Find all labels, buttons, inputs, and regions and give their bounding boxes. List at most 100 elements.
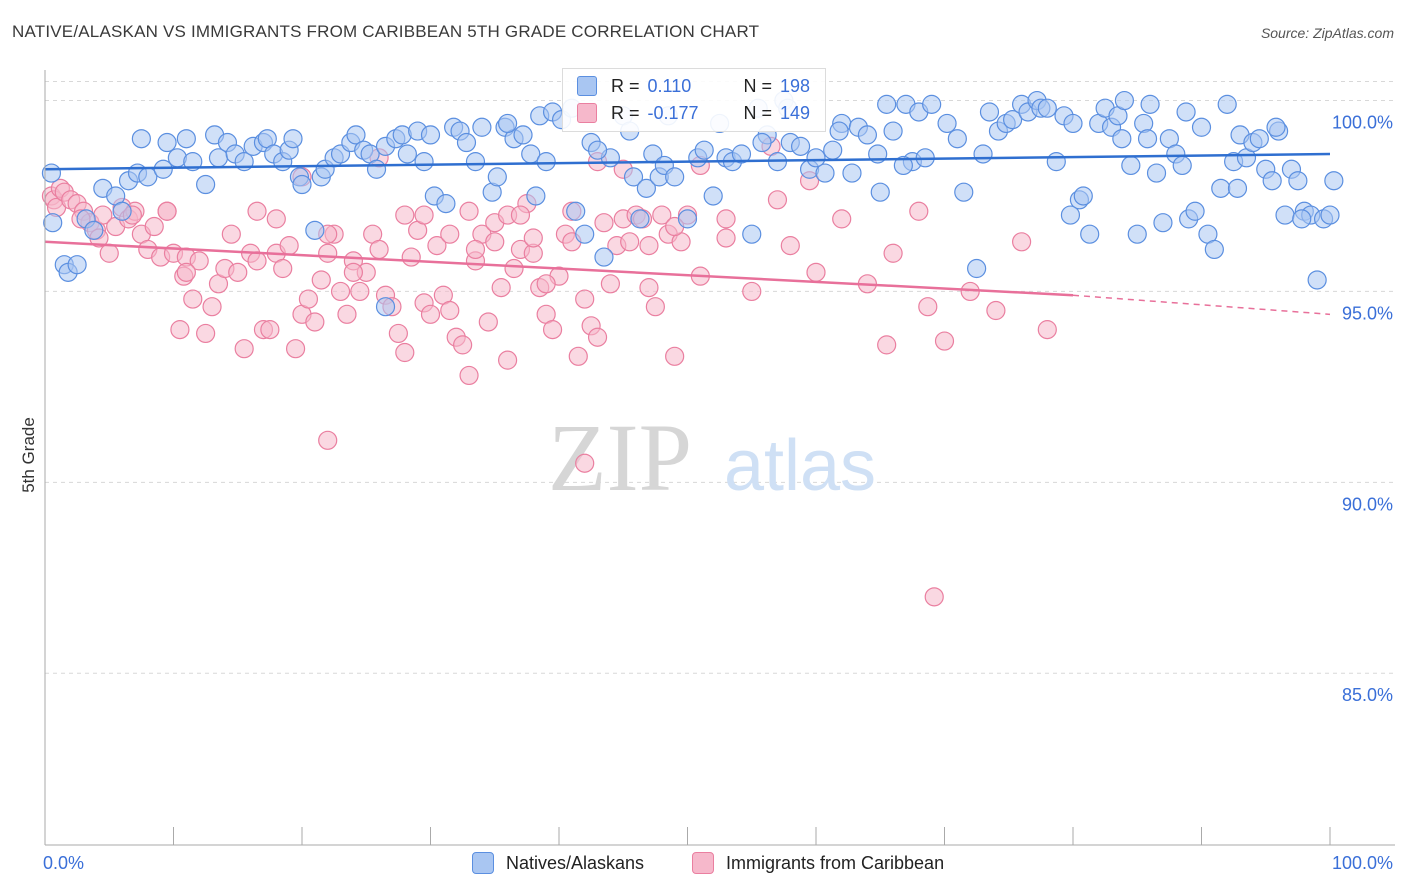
caribbean-point [652,205,672,225]
caribbean-point [369,239,389,260]
natives-point [1204,239,1224,260]
natives-point [1288,171,1308,191]
natives-point [375,297,396,317]
caribbean-point [504,258,524,279]
caribbean-point [780,236,800,256]
natives-point [967,258,987,279]
natives-point [1275,205,1295,225]
natives-point [883,121,903,141]
natives-point [1172,155,1192,176]
natives-point [43,213,63,233]
natives-point [815,163,835,183]
stats-legend: R = 0.110 N = 198 R = -0.177 N = 149 [562,68,826,132]
natives-point [1063,113,1083,134]
natives-point [536,152,556,172]
natives-point [1112,129,1132,149]
watermark: ZIP atlas [548,404,876,511]
natives-point [1046,152,1066,172]
caribbean-point [202,297,222,317]
legend-r-value: -0.177 [647,102,699,123]
legend-r-label: R = [611,102,640,123]
caribbean-point [594,213,614,233]
natives-point [823,140,843,160]
caribbean-point [742,281,762,302]
caribbean-point [234,339,254,359]
caribbean-point [453,335,473,355]
caribbean-point [1011,232,1032,252]
legend-r-value: 0.110 [647,75,692,96]
y-tick-label: 90.0% [1342,494,1393,514]
caribbean-point [459,201,479,221]
bottom-legend-swatch-pink [692,852,714,874]
caribbean-point [279,236,299,256]
natives-point [513,125,533,145]
natives-point [1266,117,1286,137]
caribbean-point [228,262,248,282]
caribbean-point [337,304,357,324]
natives-point [694,140,714,160]
natives-point [1320,205,1340,225]
y-tick-label: 95.0% [1342,303,1393,323]
caribbean-point [196,323,216,344]
natives-point [397,144,417,164]
caribbean-point [542,320,563,340]
natives-point [594,247,614,267]
caribbean-point [99,243,119,263]
natives-trend-line [44,152,1331,171]
natives-point [84,220,104,240]
natives-point [292,174,312,195]
caribbean-point [918,297,938,317]
natives-point [131,129,151,149]
natives-point [157,132,177,153]
caribbean-point [523,228,543,248]
caribbean-point [485,232,505,252]
natives-point [1037,98,1057,118]
caribbean-point [478,312,498,332]
caribbean-point [510,205,531,225]
natives-point [636,178,656,198]
x-tick-label: 100.0% [1332,853,1393,873]
caribbean-point [221,224,241,244]
legend-n-label: N = [743,102,773,123]
source-note: Source: ZipAtlas.com [1260,25,1394,41]
legend-n-value: 198 [780,75,811,96]
caribbean-point [157,201,177,221]
natives-point [1262,171,1282,191]
caribbean-point [298,289,319,309]
caribbean-point [1037,320,1057,340]
natives-point [346,125,366,145]
caribbean-point [806,262,826,282]
natives-point [731,144,752,164]
trend-lines [44,152,1331,316]
natives-point [1121,155,1141,176]
natives-point [587,140,608,160]
caribbean-point [247,201,267,221]
natives-point [947,129,967,149]
natives-point [1185,201,1205,221]
bottom-legend-label: Natives/Alaskans [506,852,645,873]
natives-point [1003,110,1023,130]
caribbean-point [414,205,434,225]
natives-point [973,144,993,164]
bottom-legend-natives: Natives/Alaskans [472,852,644,874]
watermark-atlas: atlas [724,426,876,506]
natives-point [112,201,132,221]
natives-point [305,220,325,240]
natives-point [465,152,486,172]
natives-point [806,148,826,168]
caribbean-point [575,453,595,473]
caribbean-point [285,339,306,359]
natives-point [487,167,507,187]
caribbean-point [247,251,267,271]
natives-point [1060,205,1081,225]
natives-point [893,155,913,176]
caribbean-point [440,224,460,244]
natives-point [1191,117,1212,137]
caribbean-point [176,262,196,282]
natives-point [937,113,957,134]
caribbean-point [600,274,621,294]
natives-point [1140,94,1160,114]
caribbean-point [144,216,164,237]
caribbean-point [395,342,415,363]
natives-point [420,125,441,145]
